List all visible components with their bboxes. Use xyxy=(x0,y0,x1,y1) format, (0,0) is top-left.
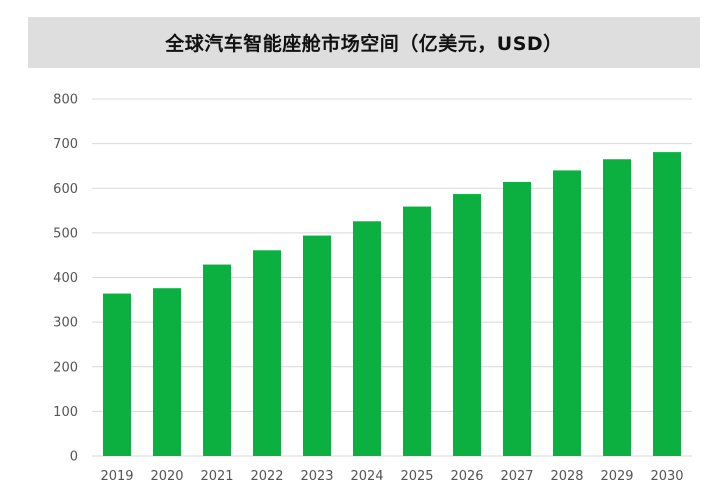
y-axis-ticks: 0 100 200 300 400 500 600 700 800 xyxy=(53,93,78,465)
chart-title-bar: 全球汽车智能座舱市场空间（亿美元，USD） xyxy=(28,17,700,68)
bar-2019 xyxy=(103,293,131,456)
y-tick-label: 100 xyxy=(53,405,78,420)
y-tick-label: 300 xyxy=(53,316,78,331)
x-tick-label: 2021 xyxy=(200,469,233,484)
bar-2020 xyxy=(153,288,181,456)
bar-2025 xyxy=(403,206,431,456)
bar-2028 xyxy=(553,170,581,456)
x-tick-label: 2030 xyxy=(650,469,683,484)
x-tick-label: 2019 xyxy=(100,469,133,484)
x-tick-label: 2022 xyxy=(250,469,283,484)
x-tick-label: 2024 xyxy=(350,469,383,484)
x-tick-label: 2020 xyxy=(150,469,183,484)
x-tick-label: 2023 xyxy=(300,469,333,484)
bar-2029 xyxy=(603,159,631,456)
bar-2027 xyxy=(503,182,531,456)
y-tick-label: 500 xyxy=(53,226,78,241)
x-tick-label: 2026 xyxy=(450,469,483,484)
bar-2023 xyxy=(303,235,331,456)
y-tick-label: 700 xyxy=(53,137,78,152)
x-tick-label: 2027 xyxy=(500,469,533,484)
y-tick-label: 800 xyxy=(53,93,78,108)
bar-2030 xyxy=(653,152,681,456)
x-axis-ticks: 2019 2020 2021 2022 2023 2024 2025 2026 2027 2028… xyxy=(100,469,683,484)
y-tick-label: 400 xyxy=(53,271,78,286)
grid-lines xyxy=(92,98,692,457)
bar-2024 xyxy=(353,221,381,456)
chart-title: 全球汽车智能座舱市场空间（亿美元，USD） xyxy=(165,33,563,55)
y-tick-label: 200 xyxy=(53,360,78,375)
y-tick-label: 600 xyxy=(53,182,78,197)
bar-2022 xyxy=(253,250,281,456)
x-tick-label: 2029 xyxy=(600,469,633,484)
bars xyxy=(103,152,681,456)
x-tick-label: 2025 xyxy=(400,469,433,484)
y-tick-label: 0 xyxy=(70,450,78,465)
bar-2021 xyxy=(203,264,231,456)
bar-2026 xyxy=(453,194,481,456)
x-tick-label: 2028 xyxy=(550,469,583,484)
